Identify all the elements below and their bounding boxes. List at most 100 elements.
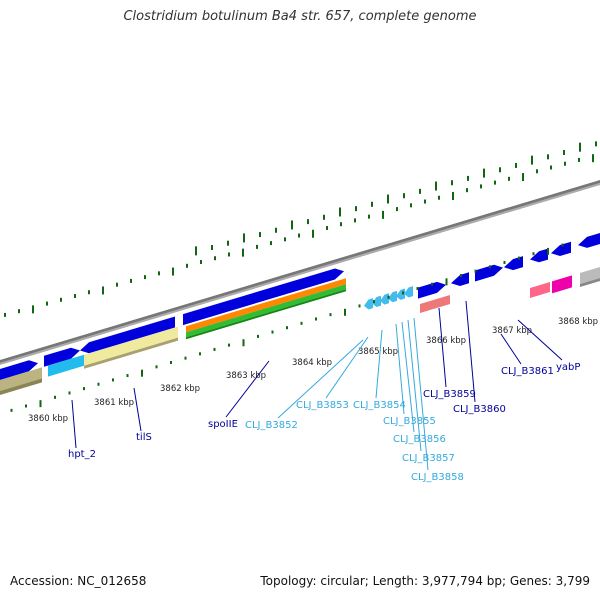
gc-tick-upper [466, 188, 468, 193]
ruler-tick [242, 339, 245, 347]
gc-tick-upper [550, 165, 552, 170]
scale-label: 3868 kbp [558, 317, 598, 327]
ruler-tick [532, 252, 535, 256]
gc-tick-upper [340, 222, 342, 227]
gc-tick-upper [228, 252, 230, 257]
gc-tick-mid [339, 207, 341, 217]
ruler-tick [503, 260, 506, 264]
gene-label: CLJ_B3855 [383, 416, 436, 427]
scale-ruler: 3860 kbp 3861 kbp 3862 kbp 3863 kbp 3864 kbp… [10, 243, 598, 424]
gc-tick-mid [291, 220, 293, 230]
scale-label: 3865 kbp [358, 347, 398, 357]
callout-line [133, 387, 142, 432]
gc-tick-upper [32, 305, 34, 314]
gc-tick-mid [579, 142, 581, 152]
ruler-tick [358, 304, 361, 308]
ruler-tick [518, 256, 520, 260]
callout-line [71, 399, 77, 449]
feature-green-edge [186, 289, 346, 340]
gc-tick-mid [195, 246, 197, 256]
feature-magenta [552, 275, 572, 294]
gc-tick-upper [382, 210, 384, 219]
gc-tick-mid [531, 155, 533, 165]
ruler-tick [373, 300, 375, 304]
feature-green [186, 284, 346, 338]
gene-arrow [475, 264, 503, 282]
gc-tick-mid [275, 227, 277, 233]
feature-khaki [0, 367, 42, 391]
gc-tick-upper [144, 275, 146, 280]
gc-tick-mid [323, 214, 325, 220]
gene-label: yabP [556, 362, 580, 373]
gene-label: CLJ_B3858 [411, 472, 464, 483]
gc-tick-upper [4, 312, 6, 317]
ruler-tick [257, 334, 259, 338]
topology-label: Topology: circular; Length: 3,977,794 bp… [260, 574, 590, 588]
gc-tick-upper [200, 260, 202, 264]
callout-line [413, 317, 429, 471]
ruler-tick [228, 343, 230, 347]
feature-pink [530, 282, 550, 298]
gc-tick-upper [536, 169, 538, 174]
gc-skew-track [4, 141, 597, 317]
ruler-tick [387, 295, 390, 299]
gene-label: CLJ_B3854 [353, 400, 406, 411]
gc-tick-upper [46, 301, 48, 306]
callout-line [395, 323, 405, 415]
ruler-tick [68, 391, 71, 395]
callout-line [375, 329, 383, 399]
gene-arrow [44, 347, 80, 367]
ruler-tick [474, 269, 477, 273]
small-gene-arrow [404, 286, 413, 298]
gc-tick-upper [88, 290, 90, 295]
ruler-tick [300, 321, 303, 325]
gc-tick-upper [326, 225, 328, 230]
gc-tick-mid [499, 167, 501, 173]
gc-tick-upper [102, 286, 104, 295]
scale-label: 3862 kbp [160, 384, 200, 394]
feature-khaki-edge [0, 378, 42, 395]
small-gene-arrow [372, 295, 381, 308]
gene-arrow-CLJ_B3860 [451, 272, 469, 286]
gc-tick-upper [60, 297, 62, 302]
ruler-tick [126, 374, 129, 378]
gene-arrow-yabP [551, 241, 571, 256]
gc-tick-mid [211, 245, 213, 251]
gc-tick-mid [483, 168, 485, 178]
gc-tick-mid [387, 194, 389, 204]
ruler-tick [547, 247, 549, 255]
callout-line [517, 319, 563, 361]
gc-tick-upper [18, 309, 20, 314]
map-title: Clostridium botulinum Ba4 str. 657, comp… [123, 9, 477, 24]
scale-label: 3864 kbp [292, 358, 332, 368]
gc-tick-upper [130, 278, 132, 283]
ruler-tick [10, 408, 13, 412]
gc-tick-upper [508, 176, 510, 181]
callout-line [225, 360, 270, 418]
gene-label: CLJ_B3853 [296, 400, 349, 411]
gene-callouts: hpt_2 tilS spoIIE CLJ_B3852 CLJ_B3853 CLJ_B38… [68, 300, 580, 483]
ruler-tick [489, 265, 491, 269]
feature-pale-yellow [84, 326, 178, 366]
ruler-tick [54, 395, 56, 399]
ruler-tick [97, 382, 100, 386]
ruler-tick [329, 313, 332, 317]
small-gene-arrow [388, 290, 397, 303]
accession-label: Accession: NC_012658 [10, 574, 147, 588]
gc-tick-upper [298, 233, 300, 238]
gene-label: spoIIE [208, 419, 238, 430]
ruler-tick [445, 278, 448, 286]
gc-tick-upper [256, 244, 258, 249]
gene-label: CLJ_B3859 [423, 389, 476, 400]
ruler-tick [315, 317, 317, 321]
gc-tick-mid [259, 232, 261, 238]
ruler-tick [184, 356, 187, 360]
callout-line [277, 339, 364, 419]
ruler-tick [431, 282, 433, 286]
feature-grey-edge [580, 278, 600, 287]
gene-arrow-spoIIE [183, 268, 344, 326]
gc-tick-mid [595, 141, 597, 147]
gc-tick-mid [515, 162, 517, 168]
callout-line [325, 336, 369, 399]
gc-tick-mid [451, 180, 453, 186]
